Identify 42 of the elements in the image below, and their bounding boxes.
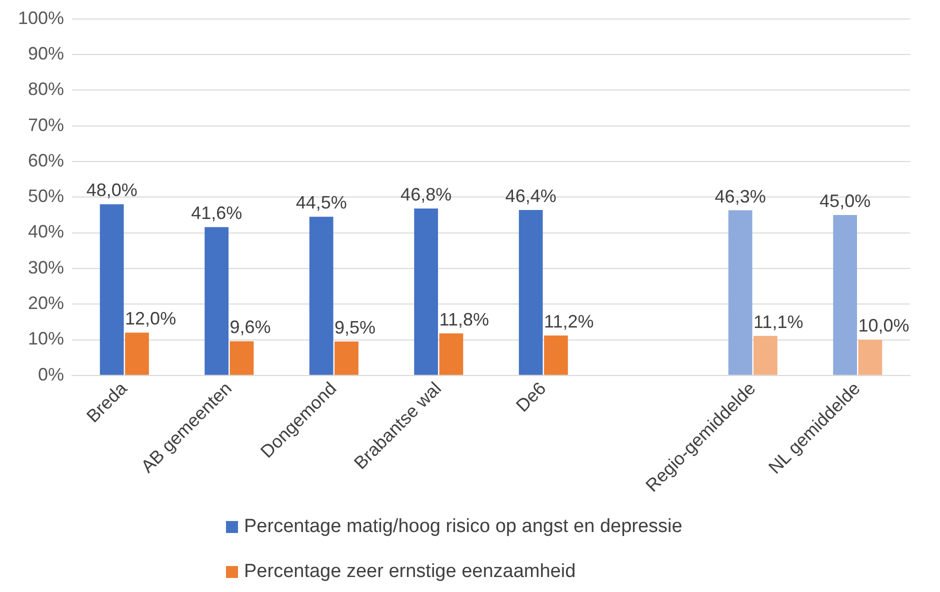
data-label: 12,0% [125, 308, 176, 329]
bar [518, 210, 543, 375]
legend-label: Percentage matig/hoog risico op angst en depressie [244, 516, 682, 538]
bar [204, 227, 229, 375]
y-tick-label: 40% [28, 222, 64, 242]
y-tick-label: 20% [28, 293, 64, 314]
data-label: 10,0% [858, 316, 910, 336]
bar [728, 210, 752, 375]
legend-label: Percentage zeer ernstige eenzaamheid [244, 561, 576, 583]
y-tick-label: 70% [28, 114, 64, 135]
data-label: 11,1% [754, 312, 804, 332]
data-label: 46,4% [505, 186, 556, 206]
data-label: 46,8% [400, 184, 452, 204]
y-tick-label: 0% [38, 364, 64, 384]
y-tick-label: 60% [28, 150, 64, 170]
bar [125, 332, 149, 375]
data-label: 44,5% [296, 192, 347, 213]
bar [544, 335, 568, 375]
y-tick-label: 90% [28, 43, 64, 64]
bar [230, 341, 254, 375]
y-tick-label: 100% [18, 8, 64, 28]
data-label: 9,5% [334, 318, 376, 338]
bar [334, 342, 358, 375]
data-label: 9,6% [230, 317, 271, 338]
bar [100, 204, 124, 375]
data-label: 45,0% [820, 190, 871, 211]
y-tick-label: 10% [28, 328, 64, 349]
y-tick-label: 30% [28, 257, 64, 278]
bar [414, 208, 438, 375]
data-label: 48,0% [86, 180, 138, 200]
data-label: 46,3% [714, 186, 766, 206]
data-label: 11,8% [439, 309, 489, 330]
bar [858, 340, 882, 375]
bar [833, 214, 857, 375]
bar [309, 216, 334, 375]
bar [439, 333, 464, 375]
bar [754, 336, 778, 375]
data-label: 11,2% [544, 311, 594, 332]
x-tick-label: De6 [512, 378, 550, 416]
data-label: 41,6% [191, 203, 242, 224]
y-tick-label: 50% [28, 186, 64, 206]
y-tick-label: 80% [28, 79, 64, 100]
